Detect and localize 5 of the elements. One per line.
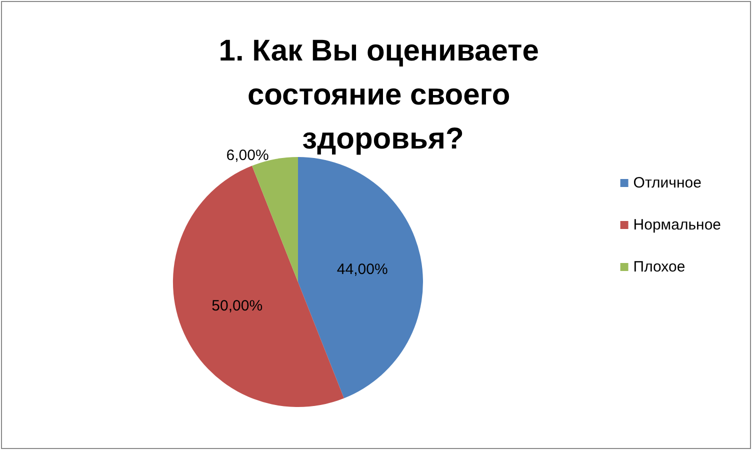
- legend-label: Нормальное: [633, 216, 722, 234]
- legend-label: Плохое: [633, 258, 686, 276]
- legend-label: Отличное: [633, 174, 702, 192]
- data-label: 50,00%: [212, 298, 263, 315]
- data-label: 44,00%: [336, 261, 388, 278]
